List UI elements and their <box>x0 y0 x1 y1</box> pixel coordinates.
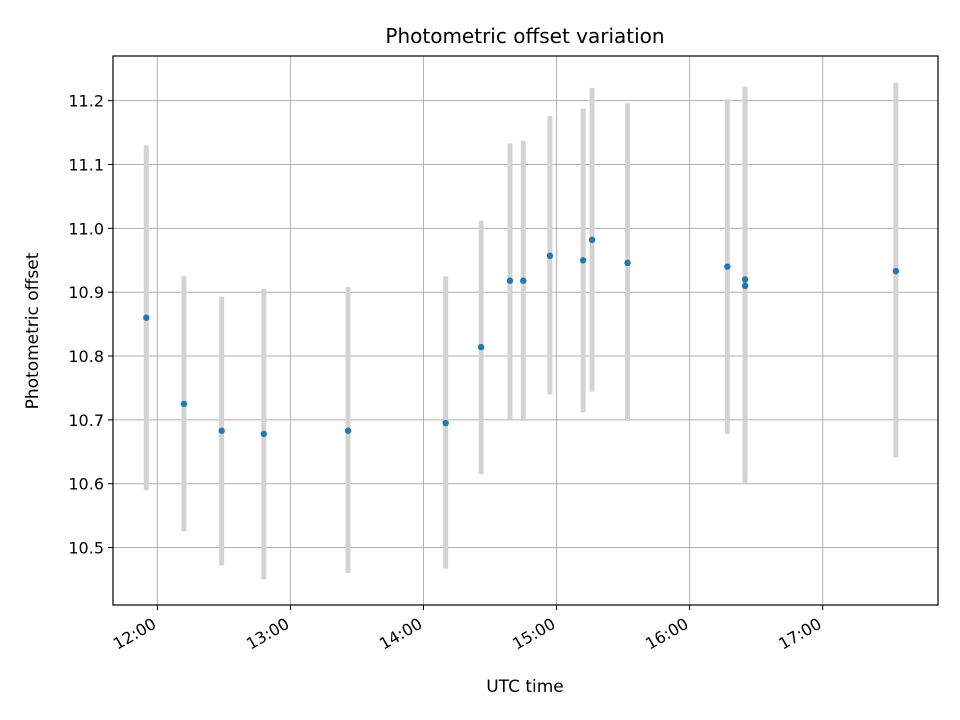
y-tick-label: 11.2 <box>68 92 104 111</box>
data-point <box>442 419 449 427</box>
y-tick-label: 11.0 <box>68 219 104 238</box>
y-tick-label: 10.7 <box>68 411 104 430</box>
y-axis-label: Photometric offset <box>23 252 43 409</box>
data-points <box>143 236 900 438</box>
data-point <box>741 276 749 283</box>
y-tick-label: 10.6 <box>68 475 104 494</box>
data-point <box>579 257 587 264</box>
plot-frame <box>112 55 939 606</box>
data-point <box>477 343 485 351</box>
data-point <box>218 427 225 434</box>
data-point <box>344 427 352 434</box>
data-point <box>588 236 596 244</box>
data-point <box>892 267 900 275</box>
data-point <box>143 314 150 321</box>
data-point <box>724 263 731 270</box>
y-tick-label: 10.9 <box>68 283 104 302</box>
y-axis-ticks: 10.5 10.6 10.7 10.8 10.9 11.0 11.1 11.2 <box>68 92 113 558</box>
data-point <box>180 400 188 408</box>
data-point <box>741 282 749 290</box>
x-axis-label: UTC time <box>486 677 564 697</box>
data-point <box>624 259 631 267</box>
data-point <box>546 252 554 260</box>
y-tick-label: 10.8 <box>68 347 104 366</box>
data-point <box>520 277 527 284</box>
data-point <box>260 430 268 438</box>
chart-title: Photometric offset variation <box>385 24 664 48</box>
y-tick-label: 10.5 <box>68 539 104 558</box>
data-point <box>506 277 514 284</box>
y-tick-label: 11.1 <box>68 156 104 175</box>
